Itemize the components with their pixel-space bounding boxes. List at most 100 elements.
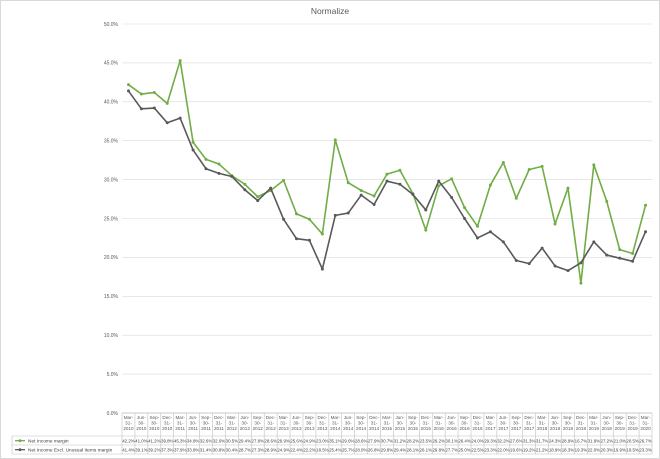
- x-category-label: Sep-30-2012: [253, 415, 264, 431]
- y-tick-label: 50.0%: [104, 22, 119, 28]
- data-table-value: 32.2%: [497, 438, 510, 443]
- x-category-label: Mar-31-2017: [485, 415, 496, 431]
- data-point: [644, 203, 648, 207]
- data-point: [139, 92, 143, 96]
- y-tick-label: 20.0%: [104, 255, 119, 261]
- data-point: [346, 181, 350, 185]
- data-table-value: 18.9%: [549, 447, 562, 452]
- data-point: [605, 253, 609, 257]
- data-point: [165, 101, 169, 105]
- data-table-value: 34.8%: [187, 438, 200, 443]
- data-table-value: 22.5%: [471, 447, 484, 452]
- data-point: [372, 202, 376, 206]
- data-point: [514, 259, 518, 263]
- x-category-label: Jun-30-2014: [343, 415, 354, 431]
- data-table-value: 28.1%: [407, 447, 420, 452]
- data-table-value: 30.7%: [381, 438, 394, 443]
- data-table-value: 37.9%: [174, 447, 187, 452]
- data-point: [463, 206, 467, 210]
- data-table-value: 28.6%: [264, 438, 277, 443]
- x-category-label: Mar-31-2013: [278, 415, 289, 431]
- data-point: [450, 177, 454, 181]
- y-tick-label: 0.0%: [107, 411, 119, 417]
- data-point: [152, 90, 156, 94]
- data-table-value: 27.7%: [445, 447, 458, 452]
- x-category-label: Jun-30-2010: [136, 415, 147, 431]
- data-point: [307, 238, 311, 242]
- x-category-label: Mar-31-2010: [123, 415, 134, 431]
- data-table-value: 28.0%: [355, 447, 368, 452]
- data-point: [644, 230, 648, 234]
- data-table-value: 29.2%: [432, 438, 445, 443]
- y-tick-label: 35.0%: [104, 139, 119, 145]
- data-point: [579, 281, 583, 285]
- legend-entry: Net Income Excl. Unusual Items margin: [28, 447, 113, 453]
- data-point: [424, 208, 428, 212]
- x-category-label: Jun-30-2017: [498, 415, 509, 431]
- data-table-value: 19.9%: [613, 447, 626, 452]
- data-table-value: 22.4%: [290, 447, 303, 452]
- legend-marker: [18, 439, 22, 443]
- x-category-label: Jun-30-2013: [291, 415, 302, 431]
- data-table: Mar-31-2010Jun-30-2010Sep-30-2010Dec-31-…: [11, 412, 653, 455]
- data-point: [488, 183, 492, 187]
- data-point: [553, 222, 557, 226]
- gridlines: [122, 23, 652, 414]
- data-table-value: 32.6%: [200, 438, 213, 443]
- series-lines: [126, 59, 648, 285]
- data-point: [488, 230, 492, 234]
- x-category-label: Jun-30-2011: [188, 415, 198, 431]
- data-point: [527, 262, 531, 266]
- x-category-label: Dec-31-2014: [369, 415, 380, 431]
- data-point: [553, 264, 557, 268]
- data-table-value: 23.0%: [316, 438, 329, 443]
- data-point: [256, 195, 260, 199]
- data-point: [514, 196, 518, 200]
- data-point: [540, 164, 544, 168]
- data-table-value: 28.7%: [239, 447, 252, 452]
- data-point: [204, 157, 208, 161]
- data-table-value: 32.0%: [213, 438, 226, 443]
- data-table-value: 19.5%: [626, 447, 639, 452]
- data-table-value: 31.3%: [523, 438, 536, 443]
- data-point: [204, 167, 208, 171]
- legend-entry: Net Income margin: [28, 438, 69, 444]
- data-table-value: 37.3%: [161, 447, 174, 452]
- data-point: [295, 212, 299, 216]
- data-table-value: 29.3%: [484, 438, 497, 443]
- data-table-value: 25.6%: [290, 438, 303, 443]
- data-table-value: 25.0%: [458, 447, 471, 452]
- data-table-value: 29.4%: [394, 447, 407, 452]
- data-table-value: 27.2%: [601, 438, 614, 443]
- x-category-label: Jun-30-2012: [240, 415, 251, 431]
- data-table-value: 41.2%: [148, 438, 161, 443]
- data-point: [282, 178, 286, 182]
- data-table-value: 33.8%: [187, 447, 200, 452]
- data-table-value: 26.4%: [458, 438, 471, 443]
- data-table-value: 39.8%: [161, 438, 174, 443]
- data-point: [320, 232, 324, 236]
- data-point: [631, 259, 635, 263]
- data-table-value: 30.5%: [226, 438, 239, 443]
- data-table-value: 20.5%: [626, 438, 639, 443]
- data-point: [359, 193, 363, 197]
- data-table-value: 23.5%: [420, 438, 433, 443]
- y-tick-label: 10.0%: [104, 333, 119, 339]
- data-point: [605, 199, 609, 203]
- x-category-label: Jun-30-2015: [395, 415, 406, 431]
- x-category-label: Dec-31-2019: [627, 415, 638, 431]
- data-point: [178, 116, 182, 120]
- data-point: [217, 162, 221, 166]
- y-tick-label: 30.0%: [104, 177, 119, 183]
- x-category-label: Mar-31-2018: [537, 415, 548, 431]
- data-point: [450, 195, 454, 199]
- data-point: [475, 224, 479, 228]
- x-category-label: Dec-31-2013: [317, 415, 328, 431]
- data-table-value: 25.7%: [342, 447, 355, 452]
- x-category-label: Mar-31-2019: [589, 415, 600, 431]
- data-point: [411, 192, 415, 196]
- x-category-label: Sep-30-2018: [563, 415, 574, 431]
- data-point: [540, 246, 544, 250]
- data-point: [527, 167, 531, 171]
